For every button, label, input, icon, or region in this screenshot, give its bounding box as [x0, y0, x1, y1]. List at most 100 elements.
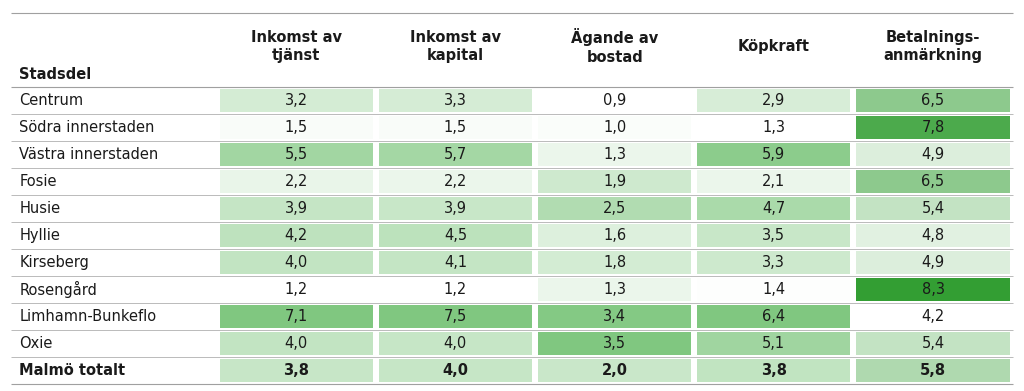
Bar — [538, 332, 691, 355]
Bar — [219, 359, 373, 382]
Text: 1,3: 1,3 — [603, 147, 626, 162]
Bar — [697, 197, 851, 220]
Text: 3,5: 3,5 — [603, 336, 626, 351]
Text: Kirseberg: Kirseberg — [19, 255, 89, 270]
Text: 3,3: 3,3 — [444, 93, 467, 108]
Text: 3,2: 3,2 — [285, 93, 308, 108]
Text: Södra innerstaden: Södra innerstaden — [19, 120, 155, 135]
Text: 1,8: 1,8 — [603, 255, 627, 270]
Bar — [856, 359, 1010, 382]
Bar — [697, 278, 851, 301]
Text: 1,9: 1,9 — [603, 174, 627, 189]
Bar — [538, 197, 691, 220]
Text: 3,5: 3,5 — [762, 228, 785, 243]
Text: 2,2: 2,2 — [285, 174, 308, 189]
Text: 4,2: 4,2 — [285, 228, 308, 243]
Bar — [856, 90, 1010, 112]
Bar — [538, 90, 691, 112]
Text: Limhamn-Bunkeflo: Limhamn-Bunkeflo — [19, 309, 157, 324]
Bar — [697, 305, 851, 328]
Text: 7,5: 7,5 — [443, 309, 467, 324]
Bar — [219, 224, 373, 247]
Bar — [538, 305, 691, 328]
Bar — [538, 170, 691, 193]
Bar — [697, 90, 851, 112]
Text: Centrum: Centrum — [19, 93, 84, 108]
Text: 3,8: 3,8 — [284, 363, 309, 378]
Bar — [856, 278, 1010, 301]
Text: Ägande av
bostad: Ägande av bostad — [571, 28, 658, 65]
Bar — [856, 197, 1010, 220]
Text: 5,5: 5,5 — [285, 147, 308, 162]
Bar — [856, 116, 1010, 139]
Bar — [856, 305, 1010, 328]
Text: 1,6: 1,6 — [603, 228, 627, 243]
Text: 0,9: 0,9 — [603, 93, 627, 108]
Text: 6,5: 6,5 — [922, 174, 944, 189]
Bar — [538, 251, 691, 274]
Text: 4,2: 4,2 — [922, 309, 945, 324]
Bar — [379, 305, 532, 328]
Text: 3,8: 3,8 — [761, 363, 786, 378]
Bar — [219, 143, 373, 166]
Bar — [856, 332, 1010, 355]
Bar — [219, 170, 373, 193]
Text: 1,2: 1,2 — [443, 282, 467, 297]
Text: Inkomst av
tjänst: Inkomst av tjänst — [251, 30, 342, 63]
Text: 3,3: 3,3 — [763, 255, 785, 270]
Text: 5,4: 5,4 — [922, 336, 944, 351]
Text: 5,7: 5,7 — [443, 147, 467, 162]
Text: 2,1: 2,1 — [762, 174, 785, 189]
Text: 7,1: 7,1 — [285, 309, 308, 324]
Bar — [219, 278, 373, 301]
Bar — [379, 359, 532, 382]
Bar — [379, 278, 532, 301]
Text: Västra innerstaden: Västra innerstaden — [19, 147, 159, 162]
Text: Köpkraft: Köpkraft — [738, 39, 810, 54]
Bar — [856, 143, 1010, 166]
Bar — [697, 170, 851, 193]
Text: 4,9: 4,9 — [922, 255, 944, 270]
Text: 4,8: 4,8 — [922, 228, 944, 243]
Text: Oxie: Oxie — [19, 336, 52, 351]
Text: 4,5: 4,5 — [443, 228, 467, 243]
Bar — [379, 143, 532, 166]
Bar — [697, 359, 851, 382]
Bar — [219, 251, 373, 274]
Text: 1,0: 1,0 — [603, 120, 627, 135]
Text: 4,0: 4,0 — [442, 363, 468, 378]
Bar — [856, 224, 1010, 247]
Bar — [856, 170, 1010, 193]
Bar — [379, 224, 532, 247]
Bar — [697, 224, 851, 247]
Text: Hyllie: Hyllie — [19, 228, 60, 243]
Text: 1,5: 1,5 — [443, 120, 467, 135]
Bar — [219, 116, 373, 139]
Text: 8,3: 8,3 — [922, 282, 944, 297]
Bar — [697, 143, 851, 166]
Bar — [538, 224, 691, 247]
Bar — [856, 251, 1010, 274]
Text: 4,0: 4,0 — [443, 336, 467, 351]
Bar — [219, 305, 373, 328]
Text: 2,0: 2,0 — [602, 363, 628, 378]
Text: Rosengård: Rosengård — [19, 281, 97, 298]
Bar — [219, 90, 373, 112]
Bar — [538, 278, 691, 301]
Text: 2,9: 2,9 — [762, 93, 785, 108]
Bar — [379, 332, 532, 355]
Bar — [538, 359, 691, 382]
Text: 5,4: 5,4 — [922, 201, 944, 216]
Text: 2,5: 2,5 — [603, 201, 627, 216]
Text: 5,8: 5,8 — [920, 363, 946, 378]
Bar — [219, 332, 373, 355]
Text: 1,4: 1,4 — [762, 282, 785, 297]
Text: 4,1: 4,1 — [443, 255, 467, 270]
Text: Malmö totalt: Malmö totalt — [19, 363, 126, 378]
Text: 4,0: 4,0 — [285, 336, 308, 351]
Text: 2,2: 2,2 — [443, 174, 467, 189]
Text: 5,1: 5,1 — [762, 336, 785, 351]
Text: 1,3: 1,3 — [762, 120, 785, 135]
Text: 4,9: 4,9 — [922, 147, 944, 162]
Bar — [538, 143, 691, 166]
